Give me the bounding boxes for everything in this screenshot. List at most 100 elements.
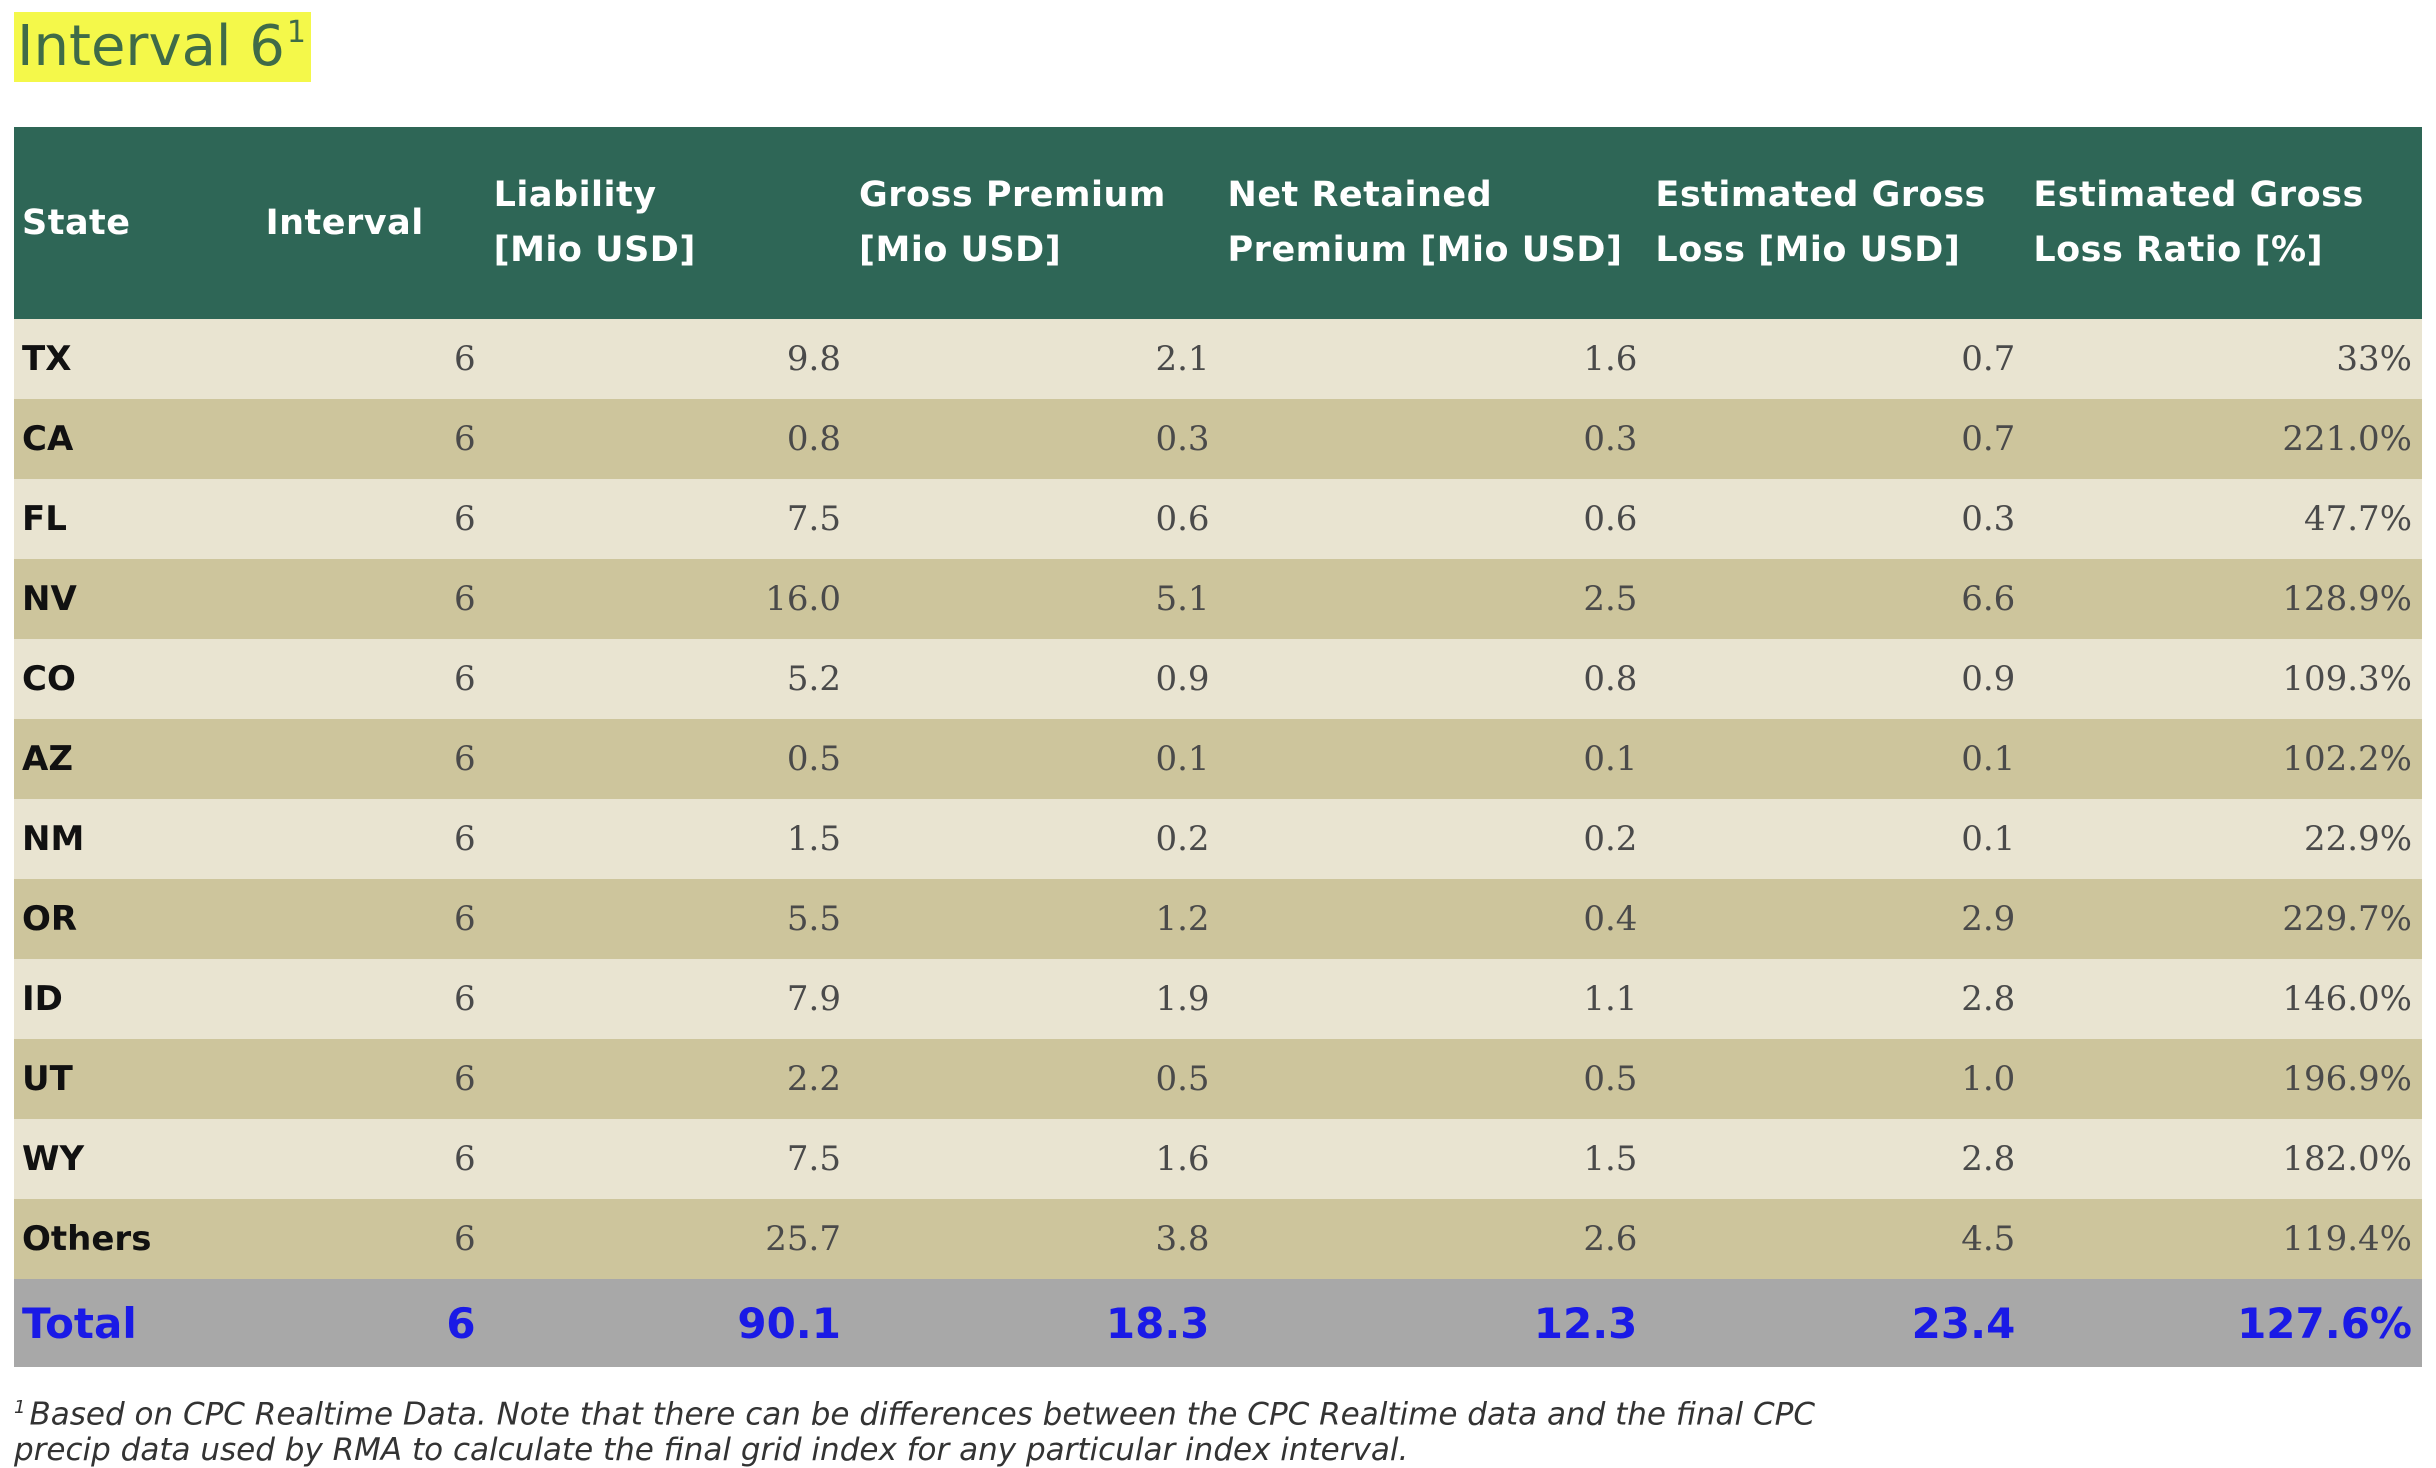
table-row: TX 6 9.8 2.1 1.6 0.7 33% xyxy=(14,319,2422,399)
cell-liability: 7.5 xyxy=(485,479,851,559)
total-cell-gross-premium: 18.3 xyxy=(851,1279,1220,1367)
table-row: ID 6 7.9 1.9 1.1 2.8 146.0% xyxy=(14,959,2422,1039)
cell-liability: 25.7 xyxy=(485,1199,851,1279)
cell-est-gross-loss: 0.7 xyxy=(1647,399,2026,479)
cell-state: WY xyxy=(14,1119,258,1199)
cell-est-gross-loss: 2.8 xyxy=(1647,959,2026,1039)
cell-est-gross-loss: 2.8 xyxy=(1647,1119,2026,1199)
cell-interval: 6 xyxy=(257,719,486,799)
table-body: TX 6 9.8 2.1 1.6 0.7 33% CA 6 0.8 0.3 0.3 0.7 221.0% F… xyxy=(14,319,2422,1367)
cell-est-gross-loss: 4.5 xyxy=(1647,1199,2026,1279)
cell-interval: 6 xyxy=(257,1199,486,1279)
page-title-text: Interval 6 xyxy=(17,14,285,79)
cell-interval: 6 xyxy=(257,1039,486,1119)
cell-state: OR xyxy=(14,879,258,959)
cell-net-retained: 0.8 xyxy=(1219,639,1648,719)
cell-loss-ratio: 229.7% xyxy=(2025,879,2422,959)
cell-est-gross-loss: 0.9 xyxy=(1647,639,2026,719)
cell-net-retained: 0.3 xyxy=(1219,399,1648,479)
cell-state: NV xyxy=(14,559,258,639)
table-row: NV 6 16.0 5.1 2.5 6.6 128.9% xyxy=(14,559,2422,639)
cell-state: CA xyxy=(14,399,258,479)
cell-gross-premium: 1.9 xyxy=(851,959,1220,1039)
header-state: State xyxy=(14,127,258,319)
cell-est-gross-loss: 2.9 xyxy=(1647,879,2026,959)
header-liability: Liability [Mio USD] xyxy=(485,127,851,319)
title-footnote-marker: 1 xyxy=(286,15,306,50)
cell-est-gross-loss: 1.0 xyxy=(1647,1039,2026,1119)
cell-loss-ratio: 47.7% xyxy=(2025,479,2422,559)
cell-interval: 6 xyxy=(257,479,486,559)
footnote-text: Based on CPC Realtime Data. Note that th… xyxy=(14,1396,1815,1468)
cell-est-gross-loss: 0.1 xyxy=(1647,719,2026,799)
cell-interval: 6 xyxy=(257,959,486,1039)
cell-liability: 0.8 xyxy=(485,399,851,479)
cell-net-retained: 0.6 xyxy=(1219,479,1648,559)
page-title: Interval 61 xyxy=(14,12,311,82)
cell-interval: 6 xyxy=(257,319,486,399)
cell-loss-ratio: 22.9% xyxy=(2025,799,2422,879)
cell-net-retained: 0.4 xyxy=(1219,879,1648,959)
cell-interval: 6 xyxy=(257,639,486,719)
table-row: UT 6 2.2 0.5 0.5 1.0 196.9% xyxy=(14,1039,2422,1119)
cell-net-retained: 0.5 xyxy=(1219,1039,1648,1119)
cell-loss-ratio: 196.9% xyxy=(2025,1039,2422,1119)
cell-state: AZ xyxy=(14,719,258,799)
cell-state: Others xyxy=(14,1199,258,1279)
cell-gross-premium: 0.1 xyxy=(851,719,1220,799)
cell-liability: 5.2 xyxy=(485,639,851,719)
cell-net-retained: 1.6 xyxy=(1219,319,1648,399)
table-row: CA 6 0.8 0.3 0.3 0.7 221.0% xyxy=(14,399,2422,479)
cell-liability: 16.0 xyxy=(485,559,851,639)
cell-liability: 9.8 xyxy=(485,319,851,399)
cell-gross-premium: 0.6 xyxy=(851,479,1220,559)
cell-loss-ratio: 119.4% xyxy=(2025,1199,2422,1279)
cell-gross-premium: 1.2 xyxy=(851,879,1220,959)
cell-interval: 6 xyxy=(257,799,486,879)
cell-interval: 6 xyxy=(257,399,486,479)
cell-gross-premium: 1.6 xyxy=(851,1119,1220,1199)
total-cell-state: Total xyxy=(14,1279,258,1367)
cell-net-retained: 0.2 xyxy=(1219,799,1648,879)
cell-est-gross-loss: 6.6 xyxy=(1647,559,2026,639)
table-row: NM 6 1.5 0.2 0.2 0.1 22.9% xyxy=(14,799,2422,879)
footnote-marker: 1 xyxy=(14,1397,26,1418)
table-header-row: State Interval Liability [Mio USD] Gross … xyxy=(14,127,2422,319)
cell-gross-premium: 0.2 xyxy=(851,799,1220,879)
cell-loss-ratio: 109.3% xyxy=(2025,639,2422,719)
total-cell-liability: 90.1 xyxy=(485,1279,851,1367)
cell-est-gross-loss: 0.1 xyxy=(1647,799,2026,879)
cell-net-retained: 0.1 xyxy=(1219,719,1648,799)
total-cell-est-gross-loss: 23.4 xyxy=(1647,1279,2026,1367)
cell-state: ID xyxy=(14,959,258,1039)
cell-liability: 2.2 xyxy=(485,1039,851,1119)
cell-gross-premium: 3.8 xyxy=(851,1199,1220,1279)
cell-loss-ratio: 182.0% xyxy=(2025,1119,2422,1199)
cell-loss-ratio: 128.9% xyxy=(2025,559,2422,639)
cell-state: CO xyxy=(14,639,258,719)
table-row: Others 6 25.7 3.8 2.6 4.5 119.4% xyxy=(14,1199,2422,1279)
cell-est-gross-loss: 0.7 xyxy=(1647,319,2026,399)
cell-gross-premium: 0.5 xyxy=(851,1039,1220,1119)
cell-net-retained: 1.1 xyxy=(1219,959,1648,1039)
table-row: CO 6 5.2 0.9 0.8 0.9 109.3% xyxy=(14,639,2422,719)
header-estimated-loss-ratio: Estimated Gross Loss Ratio [%] xyxy=(2025,127,2422,319)
cell-loss-ratio: 102.2% xyxy=(2025,719,2422,799)
header-gross-premium: Gross Premium [Mio USD] xyxy=(851,127,1220,319)
cell-gross-premium: 5.1 xyxy=(851,559,1220,639)
cell-gross-premium: 0.9 xyxy=(851,639,1220,719)
cell-interval: 6 xyxy=(257,1119,486,1199)
cell-liability: 1.5 xyxy=(485,799,851,879)
cell-interval: 6 xyxy=(257,559,486,639)
total-cell-interval: 6 xyxy=(257,1279,486,1367)
cell-state: FL xyxy=(14,479,258,559)
cell-est-gross-loss: 0.3 xyxy=(1647,479,2026,559)
cell-gross-premium: 2.1 xyxy=(851,319,1220,399)
cell-liability: 0.5 xyxy=(485,719,851,799)
cell-state: NM xyxy=(14,799,258,879)
header-interval: Interval xyxy=(257,127,486,319)
cell-interval: 6 xyxy=(257,879,486,959)
cell-net-retained: 2.6 xyxy=(1219,1199,1648,1279)
header-estimated-gross-loss: Estimated Gross Loss [Mio USD] xyxy=(1647,127,2026,319)
total-cell-net-retained: 12.3 xyxy=(1219,1279,1648,1367)
